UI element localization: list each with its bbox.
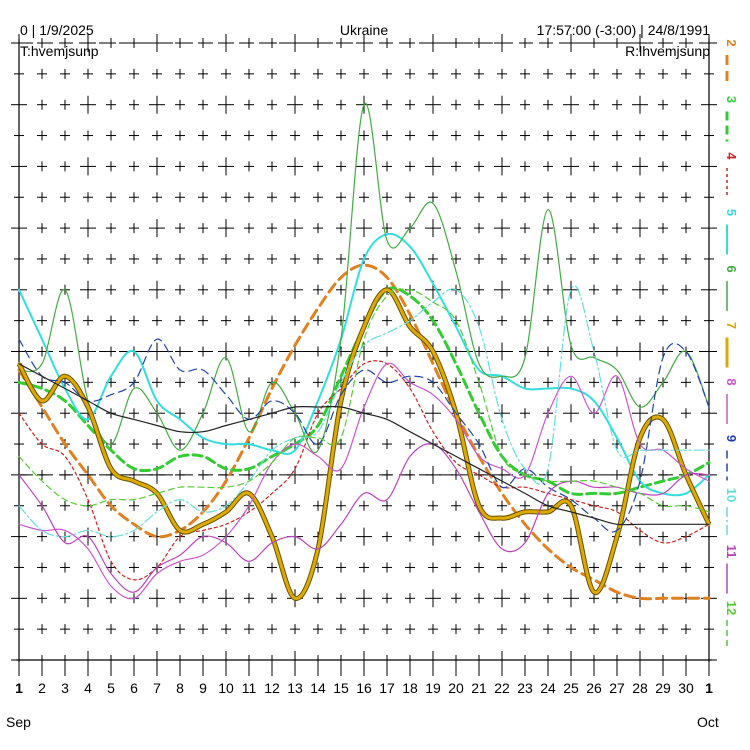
x-tick-label: 1	[705, 680, 713, 696]
legend-label: 9	[724, 435, 739, 442]
x-tick-label: 7	[153, 680, 161, 696]
legend-label: 7	[724, 322, 739, 329]
month-start-label: Sep	[6, 714, 31, 730]
series-7-line	[17, 288, 711, 600]
header-sub-left: T:hvemjsunp	[20, 43, 99, 59]
x-tick-label: 8	[176, 680, 184, 696]
x-tick-label: 22	[494, 680, 510, 696]
x-tick-label: 11	[242, 680, 257, 696]
x-tick-label: 10	[218, 680, 234, 696]
legend-label: 11	[724, 545, 739, 559]
x-tick-label: 19	[425, 680, 441, 696]
x-tick-label: 9	[199, 680, 207, 696]
axes	[16, 39, 712, 676]
x-tick-label: 2	[38, 680, 46, 696]
x-tick-label: 17	[379, 680, 395, 696]
header-left: 0 | 1/9/2025	[20, 22, 94, 38]
legend-label: 10	[724, 488, 739, 502]
series-5-line	[18, 232, 710, 497]
legend: 2 3 4 5 6 7 8 9 10 11 12	[724, 39, 739, 650]
x-tick-label: 6	[130, 680, 138, 696]
legend-label: 3	[724, 96, 739, 103]
header-sub-right: R:lhvemjsunp	[625, 43, 710, 59]
series-4-line	[18, 360, 710, 581]
series-10-line	[18, 285, 710, 538]
series-lines	[16, 102, 712, 601]
x-tick-label: 20	[448, 680, 464, 696]
x-tick-label: 16	[356, 680, 372, 696]
legend-label: 8	[724, 378, 739, 385]
series-8-line	[18, 362, 710, 600]
x-tick-label: 28	[632, 680, 648, 696]
x-tick-label: 4	[84, 680, 92, 696]
x-tick-label: 26	[586, 680, 602, 696]
x-tick-label: 15	[333, 680, 349, 696]
x-tick-labels: 1 2 3 4 5 6 7 8 9 10 11 12 13 14 15 16 17 18 19 20 21 22 23 24 2…	[15, 680, 713, 696]
grid	[11, 34, 717, 669]
x-tick-label: 18	[402, 680, 418, 696]
x-tick-label: 3	[61, 680, 69, 696]
series-11-line	[18, 443, 710, 593]
x-tick-label: 5	[107, 680, 115, 696]
x-tick-label: 30	[678, 680, 694, 696]
legend-label: 4	[724, 152, 739, 160]
legend-label: 2	[724, 39, 739, 46]
legend-label: 5	[724, 209, 739, 216]
chart-title: Ukraine	[339, 22, 389, 38]
x-tick-label: 1	[15, 680, 23, 696]
x-tick-label: 21	[471, 680, 487, 696]
x-tick-label: 27	[609, 680, 625, 696]
series-2-line	[17, 263, 711, 601]
x-tick-label: 14	[310, 680, 326, 696]
month-end-label: Oct	[697, 714, 719, 730]
series-9-line	[18, 338, 710, 533]
x-tick-label: 23	[517, 680, 533, 696]
legend-label: 12	[724, 601, 739, 615]
x-tick-label: 12	[264, 680, 280, 696]
series-6-line	[18, 102, 710, 454]
x-tick-label: 13	[287, 680, 303, 696]
series-12-line	[18, 288, 710, 513]
x-tick-label: 29	[655, 680, 671, 696]
legend-label: 6	[724, 265, 739, 272]
x-tick-label: 25	[563, 680, 579, 696]
x-tick-label: 24	[540, 680, 556, 696]
header-right: 17:57:00 (-3:00) | 24/8/1991	[536, 22, 710, 38]
series-trend-line	[18, 363, 710, 526]
